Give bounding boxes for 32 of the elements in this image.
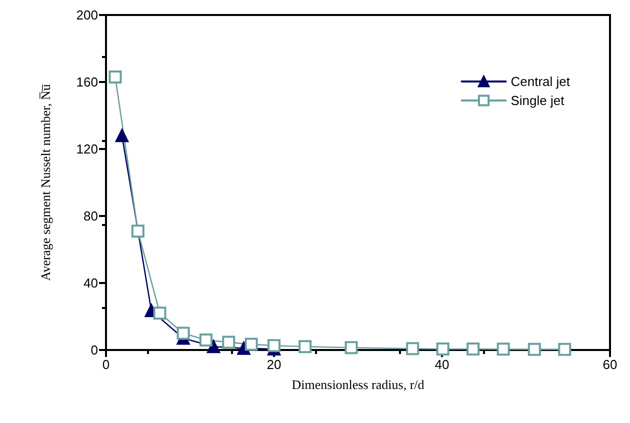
point: [344, 341, 358, 354]
point: [298, 340, 312, 354]
point: [108, 70, 122, 84]
y-tick-label: 80: [84, 208, 98, 224]
point: [406, 342, 420, 356]
point: [207, 340, 220, 354]
point: [436, 342, 450, 356]
x-tick-label: 0: [102, 357, 110, 372]
y-tick-label: 160: [76, 74, 98, 90]
point: [222, 336, 236, 349]
point: [268, 339, 280, 352]
point: [466, 342, 480, 356]
y-tick-label: 120: [76, 142, 98, 156]
point: [153, 306, 166, 320]
point: [244, 338, 258, 351]
x-tick-label: 20: [266, 357, 282, 372]
legend-label: Central jet: [510, 74, 570, 89]
x-tick-label: 60: [602, 357, 618, 372]
y-tick-label: 0: [90, 342, 98, 358]
point: [131, 224, 144, 238]
point: [528, 342, 541, 356]
point: [115, 129, 128, 142]
point: [176, 326, 190, 340]
point: [558, 342, 572, 356]
x-axis-title: Dimensionless radius, r/d: [292, 377, 425, 392]
x-tick-label: 40: [434, 357, 450, 372]
y-axis-title: Average segment Nusselt number, N̅u̅: [38, 84, 53, 281]
point: [199, 333, 212, 346]
y-tick-label: 200: [76, 8, 98, 22]
point: [496, 342, 510, 356]
y-tick-label: 40: [84, 276, 98, 290]
legend-label: Single jet: [510, 93, 565, 108]
